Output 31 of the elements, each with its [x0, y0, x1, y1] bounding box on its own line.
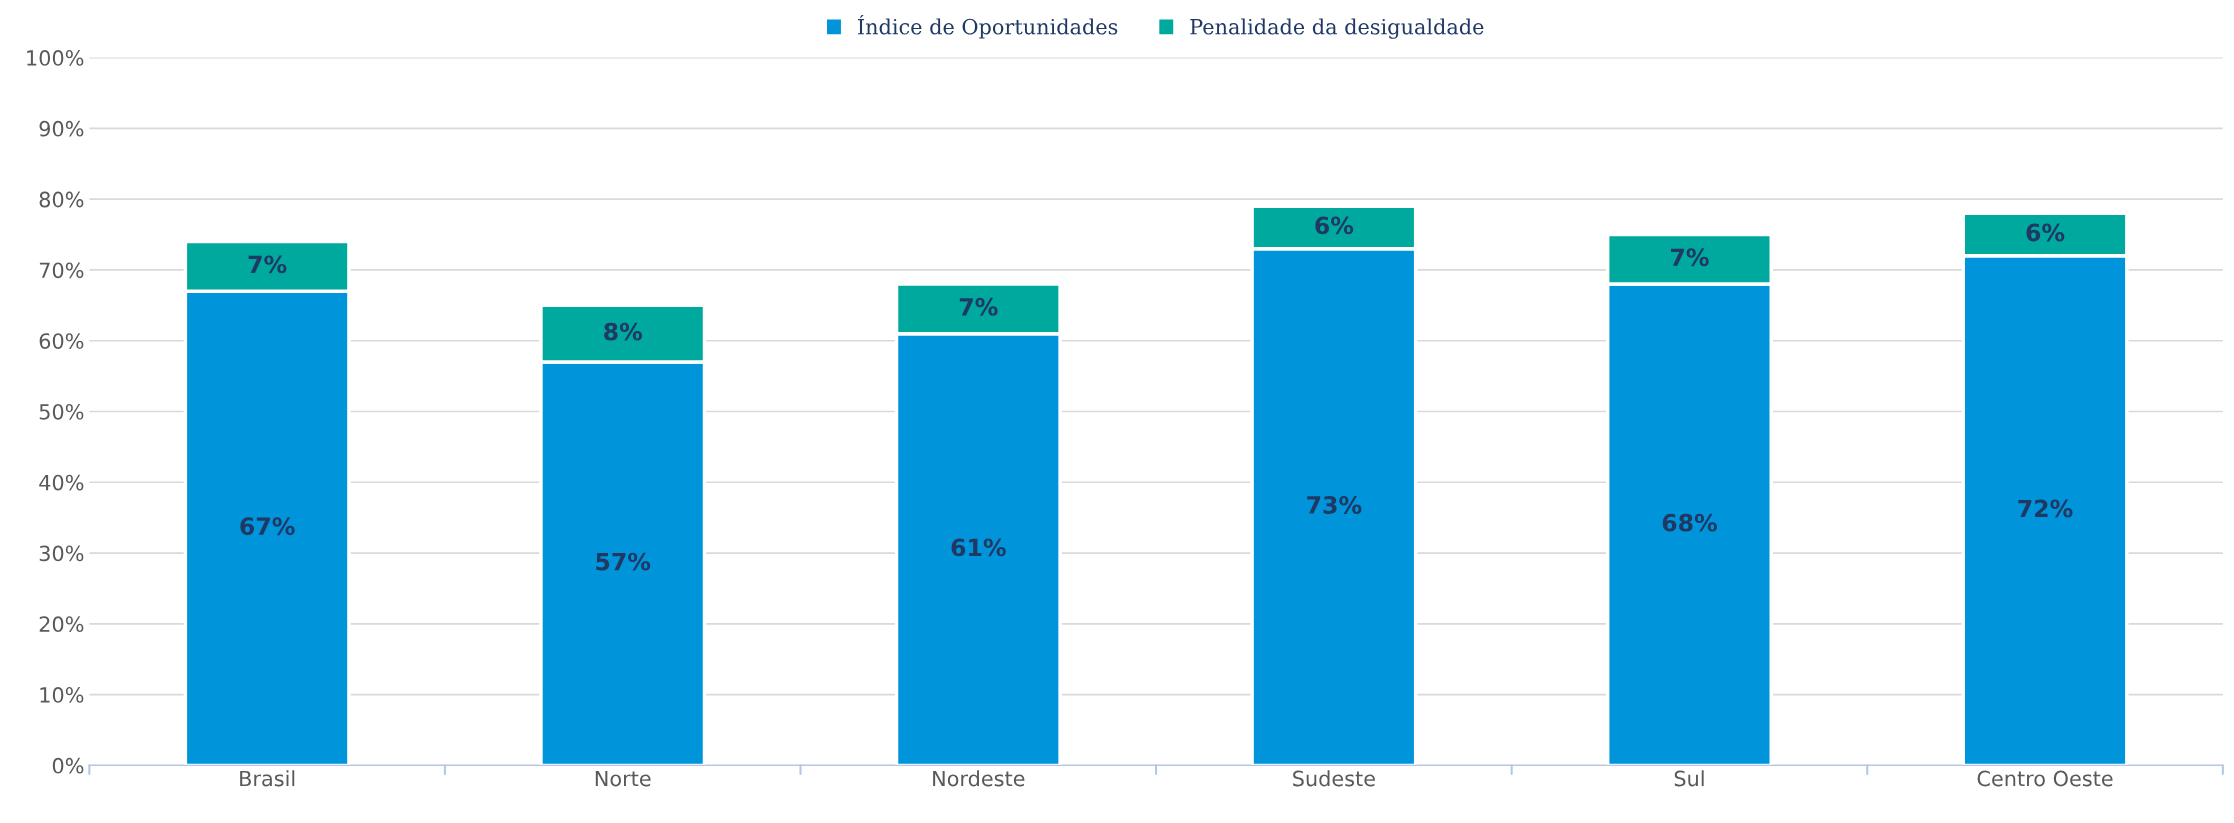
data-label: 6% — [2026, 223, 2065, 242]
x-tick-label: Norte — [595, 770, 651, 787]
y-tick-label: 30% — [39, 545, 84, 562]
y-tick-label: 40% — [39, 474, 84, 491]
y-tick-label: 20% — [39, 616, 84, 633]
x-tick-label: Brasil — [240, 770, 295, 787]
data-label: 72% — [2018, 499, 2073, 518]
x-tick-label: Nordeste — [933, 770, 1025, 787]
y-tick-label: 10% — [40, 687, 84, 703]
data-label: 61% — [951, 538, 1006, 557]
data-label: 8% — [604, 322, 643, 341]
y-tick-label: 70% — [39, 262, 84, 279]
y-tick-label: 90% — [39, 120, 84, 137]
y-tick-label: 0% — [52, 757, 84, 774]
data-label: 7% — [959, 297, 998, 316]
y-tick-label: 100% — [27, 50, 84, 66]
data-label: 67% — [240, 517, 295, 536]
data-label: 7% — [1671, 248, 1709, 267]
data-label: 73% — [1307, 496, 1362, 514]
y-tick-label: 60% — [39, 333, 84, 349]
x-tick-label: Sudeste — [1293, 770, 1375, 787]
data-label: 68% — [1662, 513, 1717, 532]
data-label: 7% — [248, 255, 287, 274]
y-tick-label: 50% — [39, 403, 84, 420]
data-label: 6% — [1315, 216, 1354, 235]
legend-label: Penalidade da desigualdade — [1190, 18, 1484, 39]
y-tick-label: 80% — [39, 191, 84, 208]
data-label: 57% — [596, 552, 651, 571]
x-tick-label: Centro Oeste — [1977, 770, 2113, 787]
x-tick-label: Sul — [1674, 770, 1704, 787]
legend-label: Índice de Oportunidades — [858, 14, 1118, 39]
